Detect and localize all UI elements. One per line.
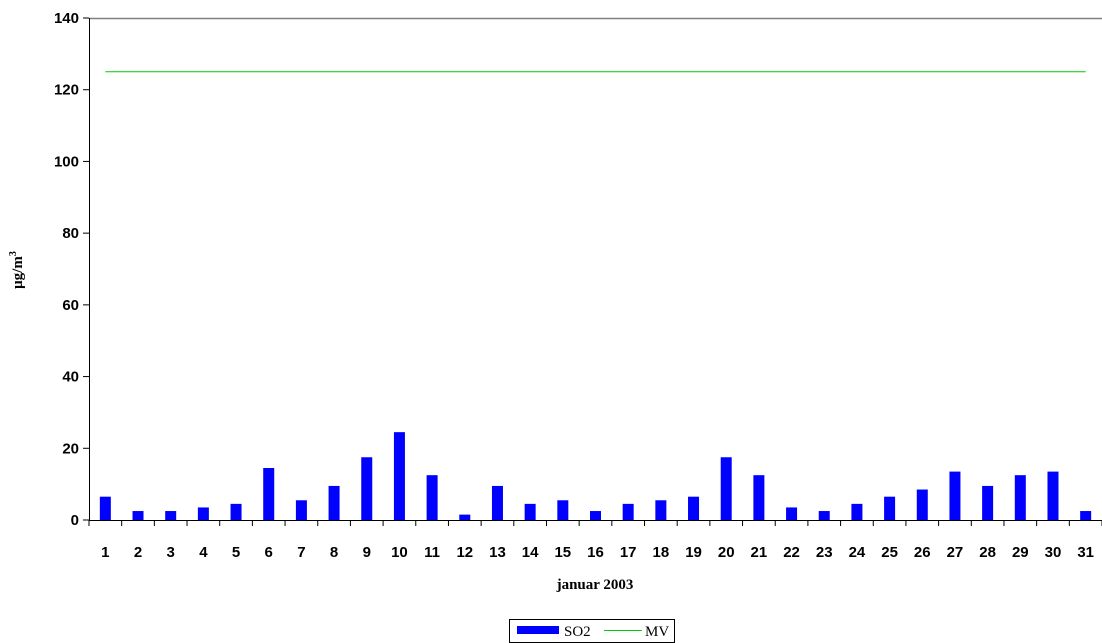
bar-so2-day-11 — [426, 475, 438, 520]
x-tick-label-28: 28 — [979, 544, 996, 561]
y-axis-title-group: μg/m3 — [8, 251, 26, 289]
legend: SO2 MV — [509, 619, 675, 643]
x-tick-label-23: 23 — [816, 544, 833, 561]
y-tick-label-80: 80 — [62, 225, 79, 242]
y-tick-label-60: 60 — [62, 297, 79, 314]
x-tick-label-8: 8 — [330, 544, 338, 561]
bar-so2-day-17 — [622, 503, 634, 520]
x-tick-label-30: 30 — [1045, 544, 1062, 561]
x-tick-label-27: 27 — [947, 544, 964, 561]
x-tick-label-17: 17 — [620, 544, 637, 561]
bar-so2-day-19 — [688, 496, 700, 520]
y-axis-title-superscript: 3 — [8, 251, 19, 256]
bar-so2-day-5 — [230, 503, 242, 520]
bar-so2-day-31 — [1080, 511, 1092, 520]
x-tick-label-15: 15 — [554, 544, 571, 561]
y-axis-title-main: μg/m — [10, 256, 26, 289]
bar-so2-day-13 — [491, 485, 503, 520]
bar-so2-day-8 — [328, 485, 340, 520]
bar-so2-day-6 — [263, 468, 275, 520]
bar-so2-day-4 — [197, 507, 209, 520]
bar-so2-day-7 — [295, 500, 307, 520]
bar-so2-day-10 — [393, 432, 405, 520]
x-tick-label-29: 29 — [1012, 544, 1029, 561]
bar-so2-day-20 — [720, 457, 732, 520]
bars — [99, 432, 1092, 520]
y-tick-label-100: 100 — [54, 153, 79, 170]
bar-so2-day-1 — [99, 496, 111, 520]
x-tick-label-31: 31 — [1077, 544, 1094, 561]
legend-label-mv: MV — [645, 624, 669, 640]
bar-so2-day-27 — [949, 471, 961, 520]
y-ticks: 0 20 40 60 80 100 120 140 — [54, 10, 89, 529]
x-tick-label-1: 1 — [101, 544, 109, 561]
x-tick-label-26: 26 — [914, 544, 931, 561]
x-tick-label-3: 3 — [167, 544, 175, 561]
x-tick-label-9: 9 — [363, 544, 371, 561]
bar-so2-day-16 — [590, 511, 601, 520]
bar-so2-day-30 — [1047, 471, 1059, 520]
x-tick-label-11: 11 — [424, 544, 440, 561]
x-tick-label-12: 12 — [456, 544, 473, 561]
x-tick-label-21: 21 — [751, 544, 768, 561]
x-tick-label-4: 4 — [199, 544, 208, 561]
bar-so2-day-15 — [557, 500, 569, 520]
x-tick-label-19: 19 — [685, 544, 702, 561]
bar-so2-day-2 — [132, 511, 144, 520]
x-ticks: 1 2 3 4 5 6 7 8 9 10 11 12 13 14 15 16 17 18 19 20 21 22 23 24 2… — [88, 520, 1102, 561]
y-tick-label-40: 40 — [62, 369, 79, 386]
x-axis-title: januar 2003 — [556, 577, 634, 593]
bar-so2-day-14 — [524, 503, 536, 520]
legend-label-so2: SO2 — [564, 624, 591, 640]
y-tick-label-120: 120 — [54, 82, 79, 99]
bar-so2-day-29 — [1014, 475, 1026, 520]
y-axis-title: μg/m3 — [8, 251, 26, 289]
x-tick-label-20: 20 — [718, 544, 735, 561]
bar-so2-day-18 — [655, 500, 667, 520]
y-tick-label-20: 20 — [62, 440, 79, 457]
plot-frame — [89, 17, 1102, 521]
x-tick-label-10: 10 — [391, 544, 408, 561]
x-tick-label-6: 6 — [265, 544, 273, 561]
bar-so2-day-26 — [916, 489, 928, 520]
bar-so2-day-22 — [786, 507, 798, 520]
y-tick-label-0: 0 — [71, 512, 79, 529]
bar-so2-day-23 — [818, 511, 830, 520]
y-tick-label-140: 140 — [54, 10, 79, 27]
bar-so2-day-28 — [982, 485, 994, 520]
x-tick-label-16: 16 — [587, 544, 604, 561]
x-tick-label-7: 7 — [297, 544, 305, 561]
bar-so2-day-25 — [884, 496, 896, 520]
x-tick-label-25: 25 — [881, 544, 898, 561]
x-tick-label-22: 22 — [783, 544, 800, 561]
x-tick-label-5: 5 — [232, 544, 240, 561]
x-tick-label-2: 2 — [134, 544, 142, 561]
bar-so2-day-9 — [361, 457, 373, 520]
x-tick-label-13: 13 — [489, 544, 506, 561]
bar-so2-day-12 — [459, 514, 471, 520]
legend-swatch-so2 — [517, 626, 559, 634]
bar-so2-day-21 — [753, 475, 765, 520]
x-tick-label-18: 18 — [653, 544, 670, 561]
bar-so2-day-3 — [165, 511, 177, 520]
bar-so2-day-24 — [851, 503, 863, 520]
x-tick-label-24: 24 — [849, 544, 866, 561]
x-tick-label-14: 14 — [522, 544, 539, 561]
